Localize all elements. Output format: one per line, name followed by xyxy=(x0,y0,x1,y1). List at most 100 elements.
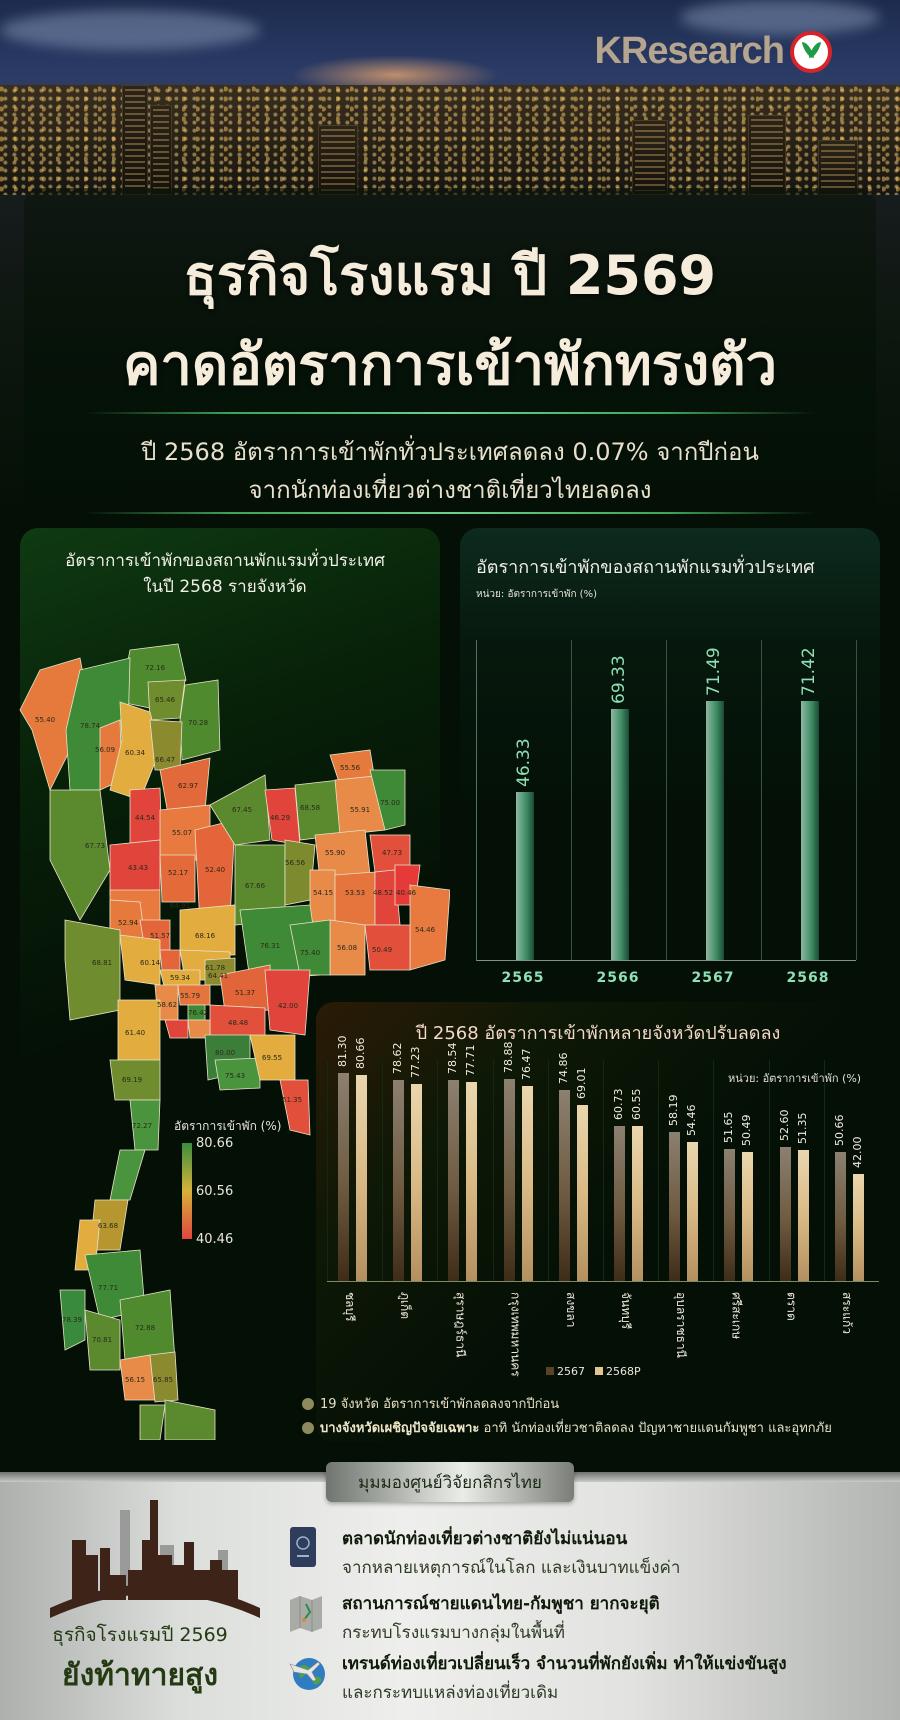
province-bar-group: 78.88 76.47 xyxy=(492,1042,548,1281)
province-bar-group: 51.65 50.49 xyxy=(713,1060,768,1281)
national-bar-column: 71.42 xyxy=(762,640,857,960)
thailand-choropleth-map: 72.16 65.46 70.28 55.40 78.74 56.09 60.3… xyxy=(19,643,450,1440)
hero-banner: KResearch xyxy=(0,0,900,520)
province-chart-legend: 2567 2568P xyxy=(546,1365,641,1378)
outlook-left-line1: ธุรกิจโรงแรมปี 2569 xyxy=(52,1624,228,1646)
map-value-label: 76.42 xyxy=(188,1009,208,1017)
province-region xyxy=(164,1019,189,1039)
province-bar-group: 74.86 69.01 xyxy=(547,1052,603,1281)
divider xyxy=(85,412,815,414)
bar-value-label: 69.01 xyxy=(574,1067,588,1099)
map-value-label: 48.48 xyxy=(228,1019,248,1027)
map-value-label: 56.15 xyxy=(125,1376,145,1384)
province-region xyxy=(159,949,181,971)
province-x-label: ชลบุรี xyxy=(343,1292,357,1322)
province-bar-group: 78.54 77.71 xyxy=(437,1043,492,1281)
province-x-label: ภูเก็ต xyxy=(398,1292,413,1320)
province-region xyxy=(309,869,336,926)
bar-value-label: 50.49 xyxy=(740,1114,754,1146)
map-value-label: 43.43 xyxy=(128,864,148,872)
point-2-detail: กระทบโรงแรมบางกลุ่มในพื้นที่ xyxy=(342,1623,565,1643)
outlook-point-1: ตลาดนักท่องเที่ยวต่างชาติยังไม่แน่นอน จา… xyxy=(288,1525,680,1581)
national-bar-value: 46.33 xyxy=(513,738,534,788)
national-x-label: 2568 xyxy=(786,970,830,986)
bar-2568p xyxy=(797,1149,809,1281)
bar-2568p xyxy=(411,1083,423,1281)
bar-value-label: 42.00 xyxy=(850,1136,864,1168)
map-value-label: 59.34 xyxy=(170,974,191,982)
province-region xyxy=(334,871,376,926)
province-region xyxy=(369,769,406,831)
map-value-label: 60.14 xyxy=(140,959,161,967)
bar-value-label: 54.46 xyxy=(685,1104,699,1136)
national-bar-column: 69.33 xyxy=(572,640,667,960)
map-value-label: 46.29 xyxy=(270,814,290,822)
map-value-label: 50.49 xyxy=(372,946,392,954)
bar-2567 xyxy=(724,1149,736,1281)
map-value-label: 75.40 xyxy=(300,949,320,957)
bar-value-label: 60.73 xyxy=(612,1088,625,1120)
tower xyxy=(150,105,172,195)
bar-2568p xyxy=(521,1085,533,1281)
bar-value-label: 51.35 xyxy=(795,1112,809,1144)
legend-mid: 60.56 xyxy=(196,1184,234,1199)
main-title-line2: คาดอัตราการเข้าพักทรงตัว xyxy=(122,333,778,398)
map-value-label: 75.43 xyxy=(225,1072,245,1080)
legend-swatch xyxy=(595,1367,603,1375)
map-value-label: 48.52 xyxy=(373,889,393,897)
map-value-label: 62.97 xyxy=(178,782,198,790)
map-value-label: 51.57 xyxy=(150,932,170,940)
province-bar-group: 58.19 54.46 xyxy=(658,1060,713,1281)
bar-value-label: 50.66 xyxy=(832,1114,846,1146)
map-value-label: 52.40 xyxy=(205,866,225,874)
map-value-label: 64.91 xyxy=(170,902,190,910)
legend-label: 2568P xyxy=(606,1365,641,1378)
map-value-label: 80.00 xyxy=(215,1049,235,1057)
map-color-scale xyxy=(182,1143,192,1239)
national-bar-column: 46.33 xyxy=(477,640,572,960)
map-value-label: 67.45 xyxy=(232,806,252,814)
bar-value-label: 77.23 xyxy=(409,1046,423,1078)
subtitle-line1: ปี 2568 อัตราการเข้าพักทั่วประเทศลดลง 0.… xyxy=(141,438,759,466)
bar-value-label: 52.60 xyxy=(777,1109,791,1141)
province-region xyxy=(289,919,331,976)
province-bar-chart: 81.30 80.66 78.62 77.23 78.54 77.71 78.88 76.47… xyxy=(327,1036,879,1282)
city-skyline-icon xyxy=(50,1500,260,1618)
logo-text: KResearch xyxy=(594,30,785,72)
map-value-label: 61.78 xyxy=(205,964,225,972)
province-region xyxy=(149,1351,179,1403)
province-x-label: กรุงเทพมหานคร xyxy=(508,1292,523,1377)
legend-item-2567: 2567 xyxy=(546,1365,585,1378)
bar-2567 xyxy=(669,1132,681,1281)
map-value-label: 64.41 xyxy=(208,972,228,980)
map-value-label: 40.46 xyxy=(396,889,417,897)
map-title-line2: ในปี 2568 รายจังหวัด xyxy=(143,577,307,597)
province-x-label: สระแก้ว xyxy=(839,1292,854,1334)
bar-value-label: 78.88 xyxy=(501,1041,515,1074)
map-value-label: 72.16 xyxy=(145,664,166,672)
bar-2568p xyxy=(576,1104,588,1281)
bar-2567 xyxy=(834,1151,846,1281)
province-region xyxy=(139,1404,166,1440)
map-value-label: 51.35 xyxy=(282,1096,302,1104)
map-value-label: 72.27 xyxy=(132,1122,152,1130)
province-region xyxy=(59,1289,86,1351)
outlook-left-line2: ยังท้าทายสูง xyxy=(61,1658,218,1693)
map-value-label: 67.66 xyxy=(245,882,266,890)
bar-2567 xyxy=(393,1080,405,1281)
province-region xyxy=(49,789,111,921)
map-value-label: 69.55 xyxy=(262,1054,282,1062)
province-region xyxy=(179,679,221,761)
national-bar-column: 71.49 xyxy=(667,640,762,960)
map-value-label: 68.58 xyxy=(300,804,320,812)
bar-2568p xyxy=(687,1141,699,1281)
map-value-label: 61.40 xyxy=(125,1029,145,1037)
tower xyxy=(818,140,858,195)
map-value-label: 76.31 xyxy=(260,942,280,950)
province-x-label: สุราษฎร์ธานี xyxy=(453,1292,468,1358)
national-chart-title: อัตราการเข้าพักของสถานพักแรมทั่วประเทศ xyxy=(476,557,815,578)
bar-2568p xyxy=(632,1126,643,1281)
province-bar-group: 60.73 60.55 xyxy=(603,1060,658,1281)
map-value-label: 70.28 xyxy=(188,719,208,727)
bar-2568p xyxy=(466,1082,478,1281)
